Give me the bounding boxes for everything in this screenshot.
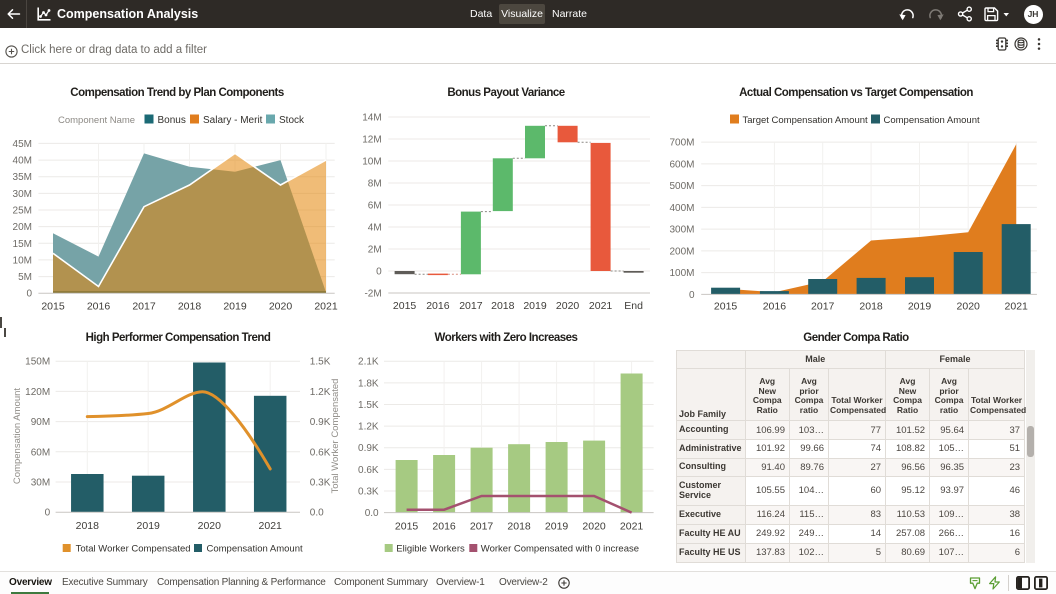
svg-text:150M: 150M (25, 357, 50, 368)
svg-text:8M: 8M (368, 179, 382, 190)
svg-text:2016: 2016 (763, 301, 787, 313)
svg-text:End: End (624, 300, 643, 312)
svg-text:2021: 2021 (314, 301, 338, 313)
svg-text:0.9K: 0.9K (310, 417, 331, 428)
svg-text:2018: 2018 (491, 300, 515, 312)
svg-text:Total Worker Compensated: Total Worker Compensated (76, 544, 191, 555)
svg-text:0.6K: 0.6K (358, 465, 379, 476)
svg-text:20M: 20M (13, 222, 32, 233)
svg-text:0.6K: 0.6K (310, 447, 331, 458)
svg-text:2019: 2019 (223, 301, 247, 313)
svg-text:2020: 2020 (198, 520, 222, 532)
svg-text:600M: 600M (669, 159, 694, 170)
svg-text:2016: 2016 (87, 301, 111, 313)
svg-text:30M: 30M (13, 189, 32, 200)
svg-text:1.2K: 1.2K (310, 387, 331, 398)
svg-text:-2M: -2M (364, 289, 381, 300)
svg-text:2019: 2019 (545, 520, 569, 532)
svg-text:2015: 2015 (41, 301, 65, 313)
svg-text:2015: 2015 (714, 301, 738, 313)
svg-text:Total Worker Compensated: Total Worker Compensated (330, 379, 341, 494)
svg-text:2018: 2018 (859, 301, 883, 313)
svg-text:Compensation Amount: Compensation Amount (12, 388, 23, 484)
svg-text:0.3K: 0.3K (310, 478, 331, 489)
svg-text:2015: 2015 (393, 300, 417, 312)
svg-text:6M: 6M (368, 201, 382, 212)
svg-text:2016: 2016 (432, 520, 456, 532)
svg-text:90M: 90M (31, 417, 50, 428)
svg-text:0.0: 0.0 (365, 508, 379, 519)
svg-text:0: 0 (376, 267, 382, 278)
svg-text:0: 0 (689, 290, 695, 301)
svg-text:2017: 2017 (811, 301, 835, 313)
svg-text:120M: 120M (25, 387, 50, 398)
svg-text:Target Compensation Amount: Target Compensation Amount (743, 115, 869, 126)
svg-text:2020: 2020 (582, 520, 606, 532)
svg-text:14M: 14M (362, 113, 381, 124)
svg-text:25M: 25M (13, 206, 32, 217)
svg-text:2021: 2021 (620, 520, 644, 532)
svg-text:Eligible Workers: Eligible Workers (396, 544, 465, 555)
svg-text:Component Name: Component Name (58, 115, 135, 126)
svg-text:5M: 5M (18, 272, 32, 283)
svg-text:2M: 2M (368, 245, 382, 256)
svg-text:2021: 2021 (1005, 301, 1029, 313)
svg-text:1.2K: 1.2K (358, 422, 379, 433)
svg-text:2015: 2015 (395, 520, 419, 532)
svg-text:10M: 10M (13, 255, 32, 266)
svg-text:40M: 40M (13, 156, 32, 167)
svg-text:2019: 2019 (137, 520, 161, 532)
svg-text:0.0: 0.0 (310, 508, 324, 519)
svg-text:2018: 2018 (507, 520, 531, 532)
svg-text:700M: 700M (669, 138, 694, 149)
svg-text:2017: 2017 (470, 520, 494, 532)
svg-text:12M: 12M (362, 135, 381, 146)
svg-text:2017: 2017 (132, 301, 156, 313)
svg-text:Compensation Amount: Compensation Amount (207, 544, 303, 555)
svg-text:2018: 2018 (76, 520, 100, 532)
svg-text:Compensation Amount: Compensation Amount (884, 115, 980, 126)
svg-text:4M: 4M (368, 223, 382, 234)
svg-text:60M: 60M (31, 447, 50, 458)
svg-text:2016: 2016 (426, 300, 450, 312)
svg-text:500M: 500M (669, 181, 694, 192)
svg-text:35M: 35M (13, 172, 32, 183)
svg-text:2.1K: 2.1K (358, 357, 379, 368)
svg-text:2020: 2020 (269, 301, 293, 313)
svg-text:100M: 100M (669, 268, 694, 279)
svg-text:2020: 2020 (957, 301, 981, 313)
svg-text:2020: 2020 (556, 300, 580, 312)
svg-text:0: 0 (45, 508, 51, 519)
svg-text:2017: 2017 (459, 300, 483, 312)
svg-text:1.8K: 1.8K (358, 378, 379, 389)
svg-text:2019: 2019 (523, 300, 547, 312)
svg-text:30M: 30M (31, 478, 50, 489)
svg-text:200M: 200M (669, 246, 694, 257)
svg-text:Worker Compensated with 0 incr: Worker Compensated with 0 increase (481, 544, 639, 555)
svg-text:0: 0 (26, 289, 32, 300)
svg-text:0.9K: 0.9K (358, 443, 379, 454)
svg-text:Salary - Merit: Salary - Merit (203, 115, 263, 126)
svg-text:2021: 2021 (259, 520, 283, 532)
svg-text:300M: 300M (669, 225, 694, 236)
svg-text:45M: 45M (13, 139, 32, 150)
svg-text:2018: 2018 (178, 301, 202, 313)
svg-text:10M: 10M (362, 157, 381, 168)
svg-text:1.5K: 1.5K (310, 357, 331, 368)
svg-text:0.3K: 0.3K (358, 487, 379, 498)
svg-text:2021: 2021 (589, 300, 613, 312)
svg-text:1.5K: 1.5K (358, 400, 379, 411)
svg-text:Bonus: Bonus (158, 115, 186, 126)
svg-text:2019: 2019 (908, 301, 932, 313)
svg-text:Stock: Stock (279, 115, 305, 126)
svg-text:400M: 400M (669, 203, 694, 214)
svg-text:15M: 15M (13, 239, 32, 250)
